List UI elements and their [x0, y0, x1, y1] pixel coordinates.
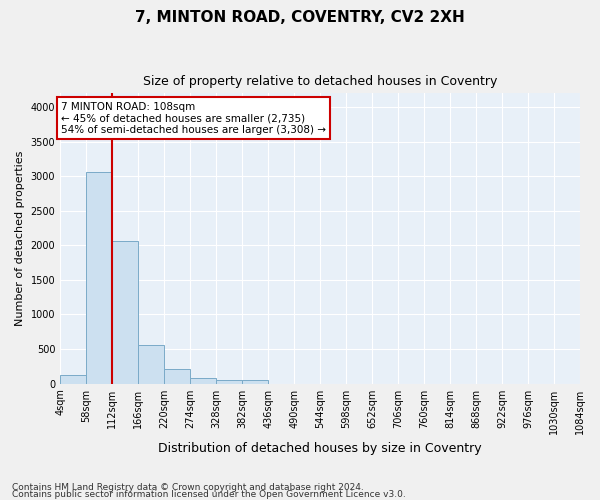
Bar: [112, 241, 138, 384]
Text: 7 MINTON ROAD: 108sqm
← 45% of detached houses are smaller (2,735)
54% of semi-d: 7 MINTON ROAD: 108sqm ← 45% of detached …: [61, 102, 326, 135]
Bar: [86, 172, 112, 384]
Bar: [242, 380, 268, 384]
Title: Size of property relative to detached houses in Coventry: Size of property relative to detached ho…: [143, 75, 497, 88]
X-axis label: Distribution of detached houses by size in Coventry: Distribution of detached houses by size …: [158, 442, 482, 455]
Text: Contains public sector information licensed under the Open Government Licence v3: Contains public sector information licen…: [12, 490, 406, 499]
Text: 7, MINTON ROAD, COVENTRY, CV2 2XH: 7, MINTON ROAD, COVENTRY, CV2 2XH: [135, 10, 465, 25]
Y-axis label: Number of detached properties: Number of detached properties: [15, 151, 25, 326]
Bar: [164, 369, 190, 384]
Bar: [138, 345, 164, 384]
Bar: [190, 378, 216, 384]
Bar: [60, 374, 86, 384]
Text: Contains HM Land Registry data © Crown copyright and database right 2024.: Contains HM Land Registry data © Crown c…: [12, 484, 364, 492]
Bar: [216, 380, 242, 384]
